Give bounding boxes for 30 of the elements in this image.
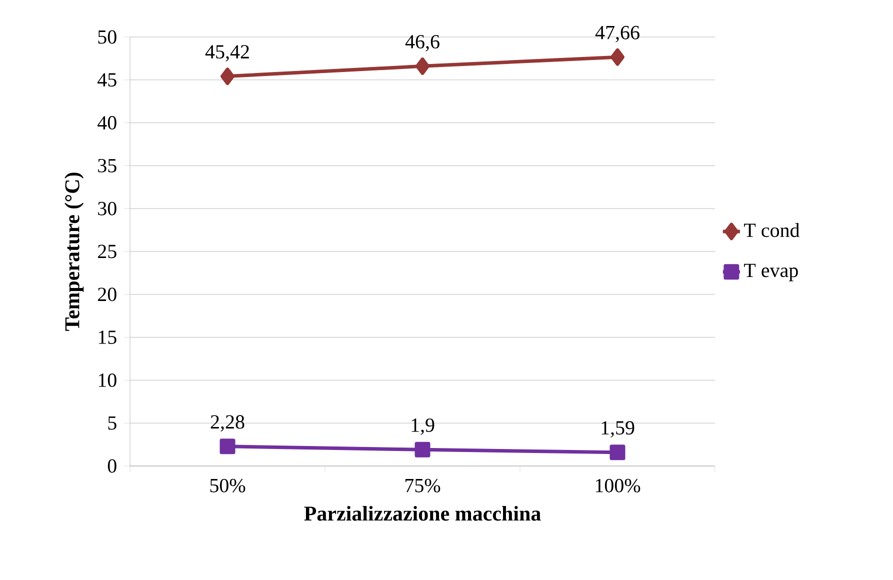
y-tick-label: 25 <box>98 244 116 258</box>
y-tick-label: 45 <box>98 73 116 87</box>
data-label: 46,6 <box>405 34 440 52</box>
data-label: 47,66 <box>595 26 640 42</box>
y-tick-label: 20 <box>98 288 116 302</box>
y-tick-label: 15 <box>98 330 116 344</box>
point <box>610 444 626 460</box>
point <box>220 438 236 454</box>
y-tick-label: 35 <box>98 158 116 172</box>
point <box>416 57 430 75</box>
point <box>220 68 235 86</box>
legend-label: T cond <box>744 223 800 238</box>
data-label: 1,59 <box>602 421 634 438</box>
y-tick-label: 30 <box>98 202 116 216</box>
data-label: 1,9 <box>412 418 434 435</box>
y-tick-label: 0 <box>108 459 116 473</box>
x-tick-label: 75% <box>405 478 440 492</box>
y-tick-label: 50 <box>98 30 116 44</box>
y-tick-label: 10 <box>98 373 116 387</box>
y-tick-label: 40 <box>98 116 116 130</box>
data-label: 2,28 <box>210 415 244 432</box>
point <box>414 442 430 458</box>
x-tick-label: 100% <box>596 478 640 492</box>
y-tick-label: 5 <box>108 416 116 430</box>
x-tick-label: 50% <box>210 478 246 492</box>
legend-label: T evap <box>744 264 798 282</box>
data-label: 45,42 <box>205 45 249 62</box>
x-axis-title: Parzializzazione macchina <box>304 506 541 521</box>
point <box>610 48 625 66</box>
y-axis-title: Temperature (°C) <box>64 172 84 331</box>
